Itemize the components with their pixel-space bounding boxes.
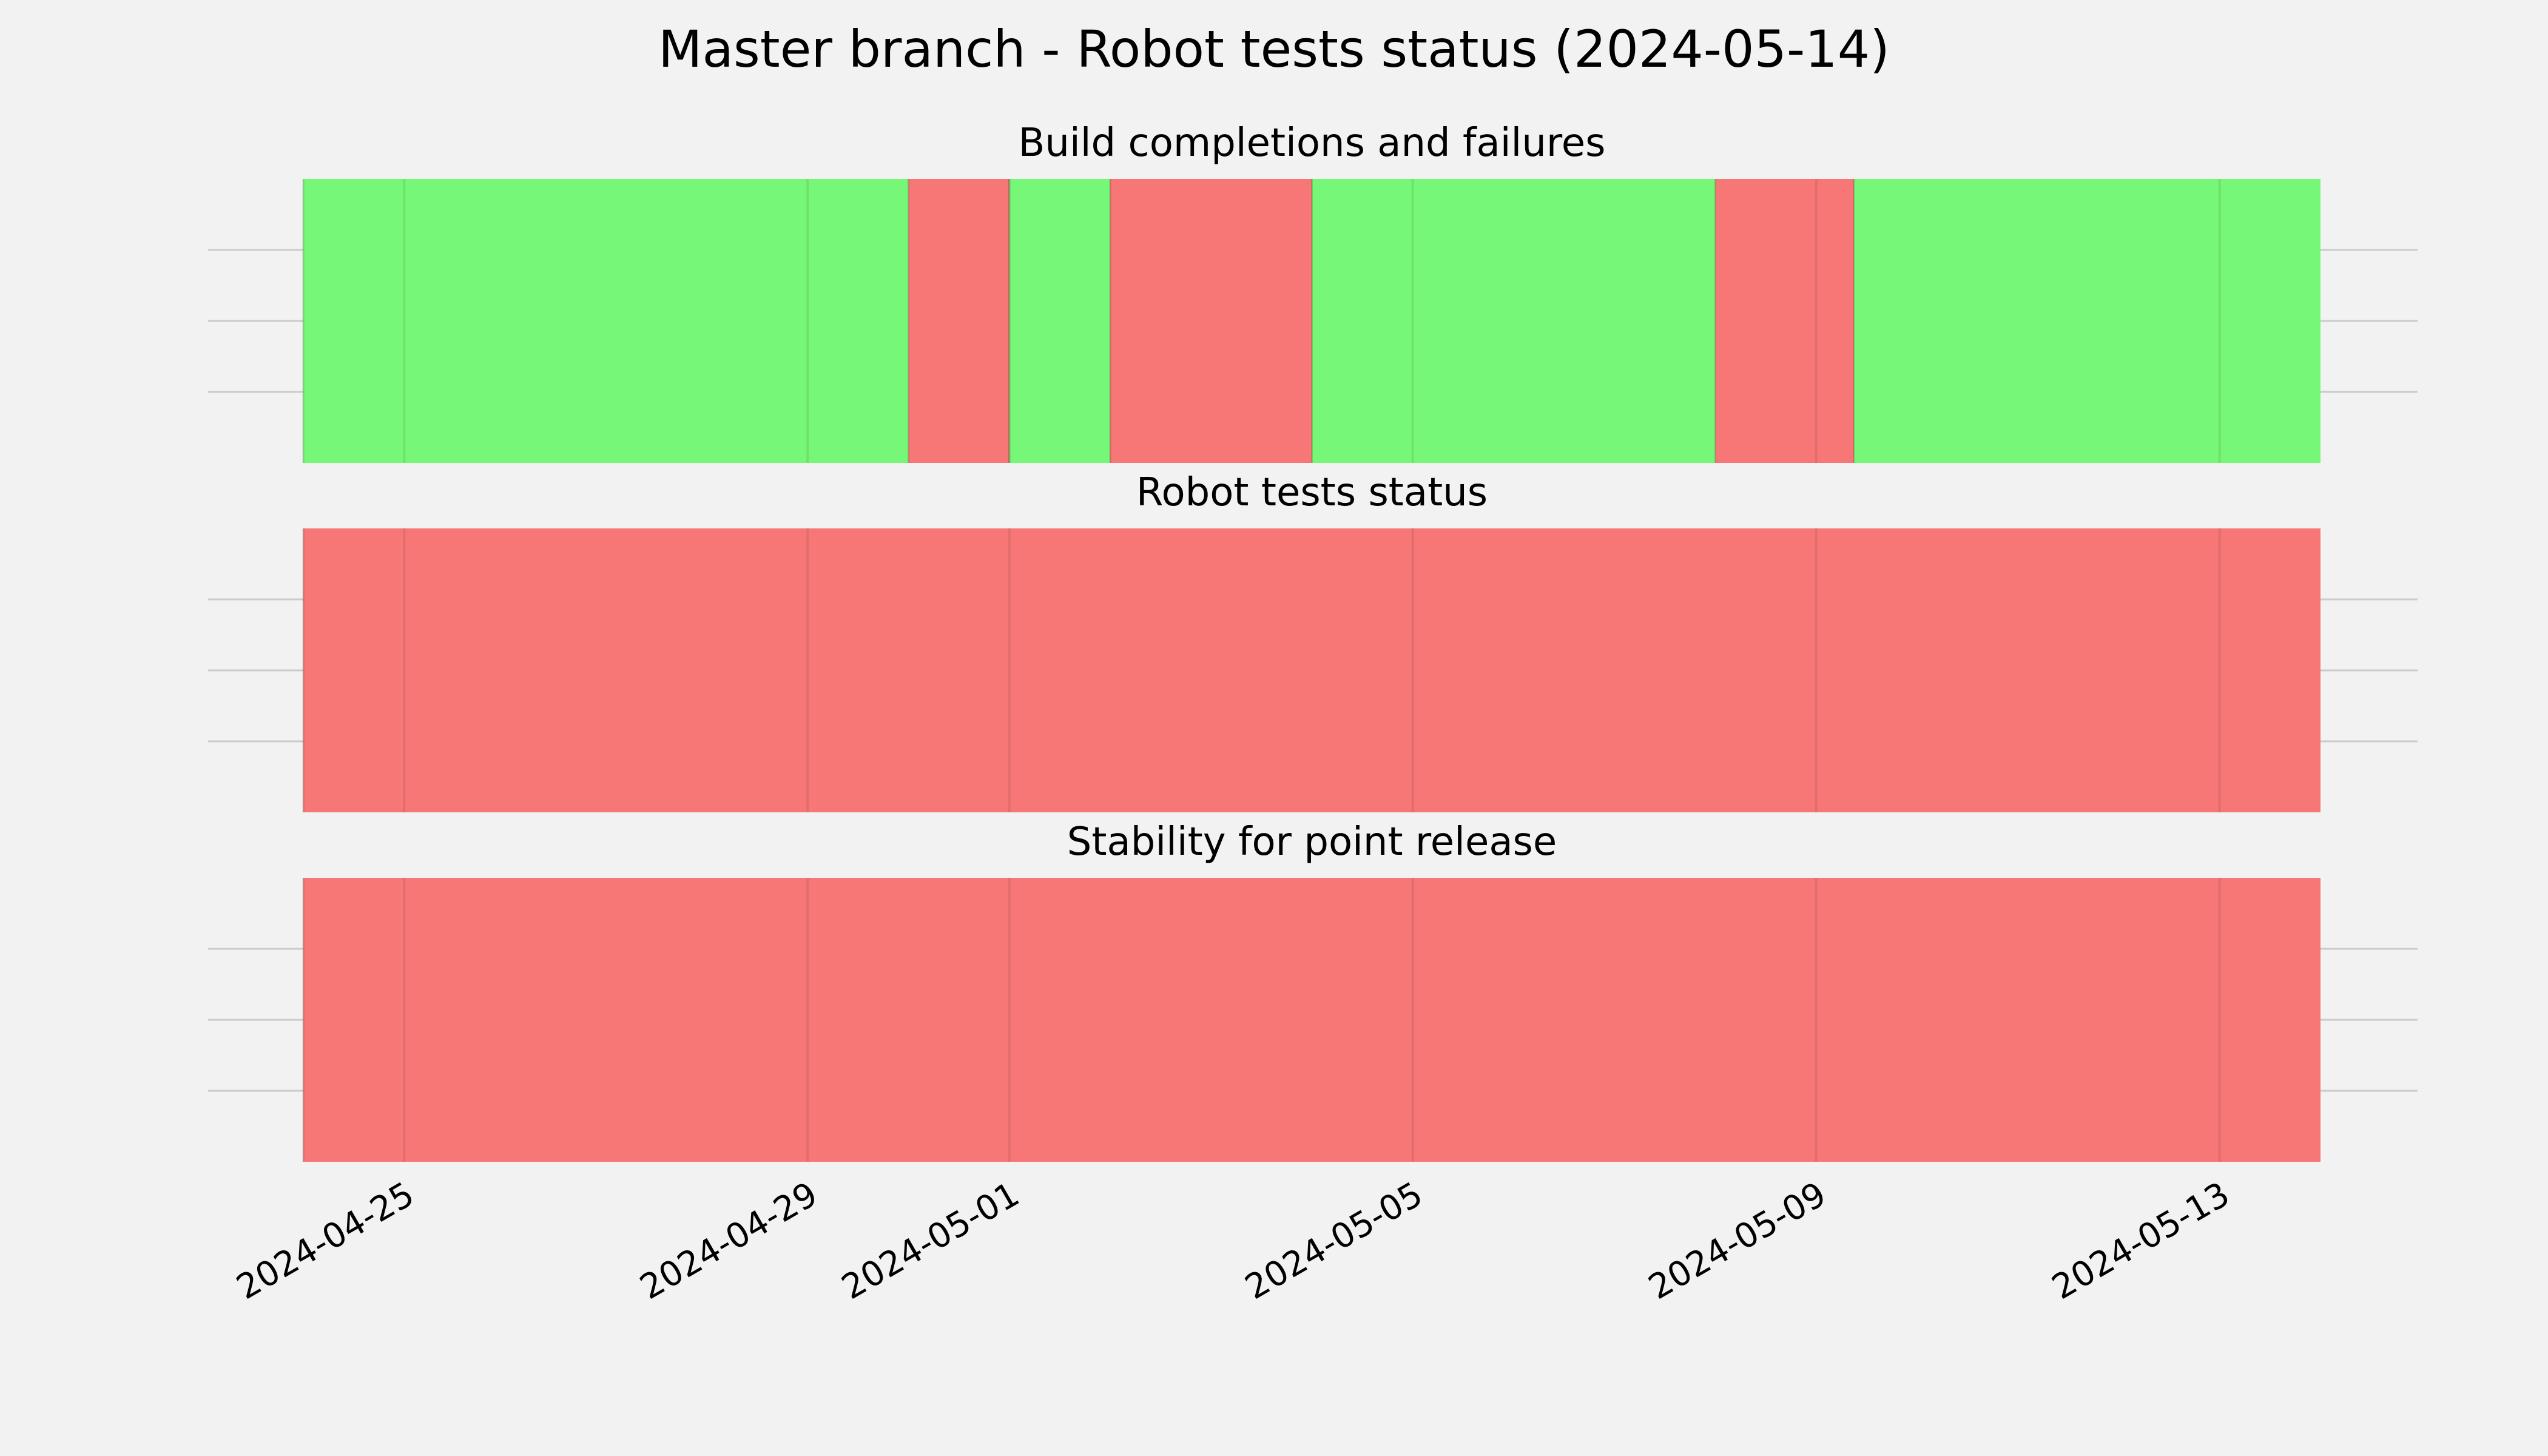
x-tick-label: 2024-05-13 [2046,1175,2236,1307]
chart-title: Master branch - Robot tests status (2024… [658,19,1890,79]
panel-2: Robot tests status [208,470,2418,812]
status-segment-success [1854,179,2320,463]
status-segment-success [1009,179,1110,463]
x-tick-labels: 2024-04-25 2024-04-29 2024-05-01 2024-05-05… [230,1175,2236,1307]
panels-group: Build completions and failures Robot test… [208,121,2418,1162]
x-tick-label: 2024-05-01 [835,1175,1026,1307]
x-tick-label: 2024-04-25 [230,1175,420,1307]
x-tick-label: 2024-05-05 [1239,1175,1429,1307]
panel-title: Stability for point release [1067,820,1557,864]
panel-1: Build completions and failures [208,121,2418,463]
status-segment-failure [303,878,2320,1162]
status-segment-failure [1110,179,1312,463]
status-segment-failure [303,528,2320,812]
panel-title: Build completions and failures [1019,121,1606,166]
panel-title: Robot tests status [1136,470,1488,515]
status-segment-failure [1715,179,1855,463]
x-tick-label: 2024-05-09 [1642,1175,1833,1307]
status-segment-success [1312,179,1716,463]
x-tick-label: 2024-04-29 [633,1175,824,1307]
status-segment-success [303,179,909,463]
panel-3: Stability for point release [208,820,2418,1162]
status-segment-failure [908,179,1009,463]
